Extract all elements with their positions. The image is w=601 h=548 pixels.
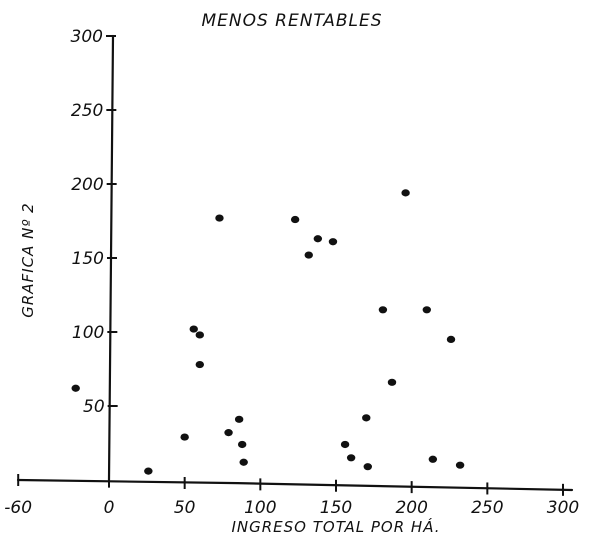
data-point [422,306,431,314]
data-point [455,461,465,469]
y-tick-label: 150 [72,249,104,269]
data-point [428,455,438,463]
x-tick-label: 200 [395,498,427,518]
y-tick-label: 100 [72,323,104,343]
x-axis-ticks: -60 0 50 100 150 200 250 300 [4,474,579,518]
data-point [340,440,350,449]
data-point [237,440,247,449]
x-tick-label: 250 [471,498,503,518]
x-tick-label: 300 [547,498,579,518]
data-point [346,454,356,462]
data-point [180,433,189,441]
data-point [195,360,204,369]
x-tick-label: 0 [104,498,115,518]
chart-title: MENOS RENTABLES [201,11,382,31]
data-points [71,189,465,475]
data-point [313,235,323,243]
x-tick-label: 100 [244,498,276,518]
data-point [387,378,397,386]
data-point [189,325,198,333]
x-tick-label: 50 [174,498,196,518]
data-point [401,189,410,197]
x-axis-title: INGRESO TOTAL POR HÁ. [231,517,440,536]
data-point [378,306,388,314]
data-point [362,414,371,422]
data-point [363,463,372,471]
data-point [195,331,204,339]
y-axis-line [107,34,115,482]
data-point [144,467,153,475]
y-tick-label: 300 [71,27,103,47]
data-point [215,214,224,222]
y-tick-label: 50 [83,397,105,417]
y-tick-label: 200 [71,175,103,195]
x-axis-line [16,478,574,492]
y-tick-label: 250 [71,101,103,121]
data-point [234,415,244,423]
y-axis-title: GRAFICA Nº 2 [19,202,37,317]
y-axis-ticks: 50 100 150 200 250 300 [71,27,118,417]
data-point [71,384,80,392]
data-point [328,238,338,246]
data-point [290,215,300,224]
x-tick-label: -60 [4,498,32,518]
data-point [224,429,233,437]
data-point [239,458,248,466]
data-point [304,251,313,259]
x-tick-label: 150 [320,498,352,518]
data-point [446,335,456,343]
